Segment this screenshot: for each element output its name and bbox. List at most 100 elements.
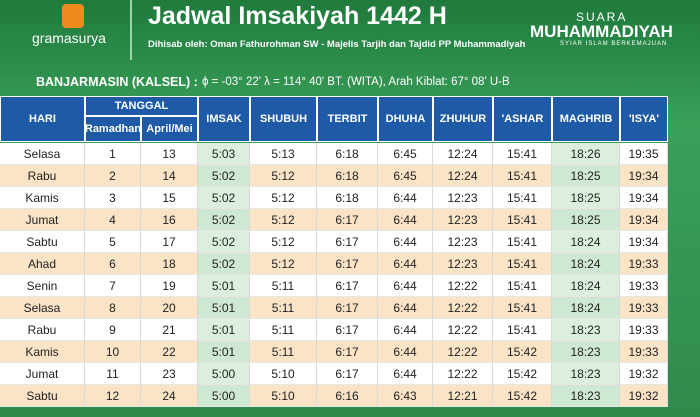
- table-cell: 12:22: [433, 341, 493, 363]
- table-cell: 5:01: [198, 319, 250, 341]
- table-cell: 15:42: [493, 341, 552, 363]
- table-cell: 18:24: [552, 253, 620, 275]
- table-cell: 18:25: [552, 187, 620, 209]
- table-cell: 8: [85, 297, 141, 319]
- table-cell: 12:23: [433, 231, 493, 253]
- table-cell: 12:22: [433, 297, 493, 319]
- table-cell: 5:00: [198, 385, 250, 407]
- table-cell: 5:03: [198, 143, 250, 165]
- column-header: HARI: [0, 96, 85, 142]
- table-cell: 18:25: [552, 165, 620, 187]
- table-cell: 18:24: [552, 275, 620, 297]
- table-cell: 12:21: [433, 385, 493, 407]
- column-header: 'ISYA': [620, 96, 668, 142]
- table-cell: 13: [141, 143, 198, 165]
- table-cell: 21: [141, 319, 198, 341]
- table-cell: 15:41: [493, 165, 552, 187]
- table-cell: 6: [85, 253, 141, 275]
- divider: [130, 0, 132, 60]
- group-header: TANGGAL: [85, 96, 198, 116]
- table-cell: 18:23: [552, 385, 620, 407]
- logo-icon: [62, 4, 84, 28]
- table-cell: 6:44: [378, 253, 433, 275]
- location-name: BANJARMASIN (KALSEL) :: [36, 75, 198, 89]
- table-cell: 22: [141, 341, 198, 363]
- column-header: MAGHRIB: [552, 96, 620, 142]
- table-cell: 9: [85, 319, 141, 341]
- table-cell: 7: [85, 275, 141, 297]
- table-cell: 6:44: [378, 363, 433, 385]
- table-cell: 12:22: [433, 275, 493, 297]
- table-cell: 6:44: [378, 187, 433, 209]
- table-cell: 5: [85, 231, 141, 253]
- table-cell: 15:41: [493, 253, 552, 275]
- table-cell: 6:18: [317, 143, 378, 165]
- table-cell: 6:17: [317, 209, 378, 231]
- table-cell: 6:17: [317, 319, 378, 341]
- table-cell: 24: [141, 385, 198, 407]
- table-cell: 23: [141, 363, 198, 385]
- table-cell: 15:41: [493, 187, 552, 209]
- table-cell: 19: [141, 275, 198, 297]
- table-cell: 18:23: [552, 363, 620, 385]
- table-cell: 12:22: [433, 319, 493, 341]
- table-cell: 6:44: [378, 231, 433, 253]
- table-cell: 6:44: [378, 275, 433, 297]
- location-coords: ϕ = -03° 22' λ = 114° 40' BT. (WITA), Ar…: [202, 76, 510, 88]
- table-cell: 12:22: [433, 363, 493, 385]
- table-cell: 19:33: [620, 341, 668, 363]
- table-cell: Rabu: [0, 319, 85, 341]
- column-header: 'ASHAR: [493, 96, 552, 142]
- table-cell: 5:13: [250, 143, 317, 165]
- table-cell: 5:00: [198, 363, 250, 385]
- table-cell: 6:17: [317, 341, 378, 363]
- table-cell: Jumat: [0, 209, 85, 231]
- column-header: Ramadhan: [85, 116, 141, 142]
- table-cell: 18:23: [552, 341, 620, 363]
- table-cell: 12:24: [433, 165, 493, 187]
- table-cell: 5:12: [250, 231, 317, 253]
- table-cell: 12:23: [433, 253, 493, 275]
- table-cell: 6:43: [378, 385, 433, 407]
- table-cell: Sabtu: [0, 231, 85, 253]
- table-cell: 5:01: [198, 341, 250, 363]
- table-cell: Kamis: [0, 187, 85, 209]
- table-cell: 17: [141, 231, 198, 253]
- table-cell: Rabu: [0, 165, 85, 187]
- table-cell: 12:23: [433, 187, 493, 209]
- table-cell: 6:17: [317, 275, 378, 297]
- table-cell: 5:12: [250, 187, 317, 209]
- table-cell: 19:33: [620, 275, 668, 297]
- table-cell: 4: [85, 209, 141, 231]
- column-header: April/Mei: [141, 116, 198, 142]
- table-cell: 19:33: [620, 319, 668, 341]
- table-cell: 19:34: [620, 165, 668, 187]
- table-cell: 20: [141, 297, 198, 319]
- table-cell: Ahad: [0, 253, 85, 275]
- table-cell: 6:17: [317, 231, 378, 253]
- column-header: TERBIT: [317, 96, 378, 142]
- table-cell: 18:24: [552, 297, 620, 319]
- table-cell: Senin: [0, 275, 85, 297]
- table-cell: 6:44: [378, 297, 433, 319]
- table-cell: 14: [141, 165, 198, 187]
- table-cell: 5:11: [250, 275, 317, 297]
- table-cell: 5:02: [198, 165, 250, 187]
- table-cell: 12:23: [433, 209, 493, 231]
- table-cell: 19:34: [620, 209, 668, 231]
- brand: MUHAMMADIYAH: [530, 22, 673, 41]
- table-cell: 15: [141, 187, 198, 209]
- table-cell: 19:33: [620, 253, 668, 275]
- table-cell: 18:25: [552, 209, 620, 231]
- table-cell: 19:32: [620, 385, 668, 407]
- table-cell: 19:32: [620, 363, 668, 385]
- table-cell: 5:10: [250, 385, 317, 407]
- table-cell: 5:12: [250, 253, 317, 275]
- table-cell: 18:26: [552, 143, 620, 165]
- table-cell: 6:45: [378, 143, 433, 165]
- table-cell: 5:01: [198, 297, 250, 319]
- table-cell: 5:11: [250, 297, 317, 319]
- table-cell: 5:02: [198, 253, 250, 275]
- column-header: ZHUHUR: [433, 96, 493, 142]
